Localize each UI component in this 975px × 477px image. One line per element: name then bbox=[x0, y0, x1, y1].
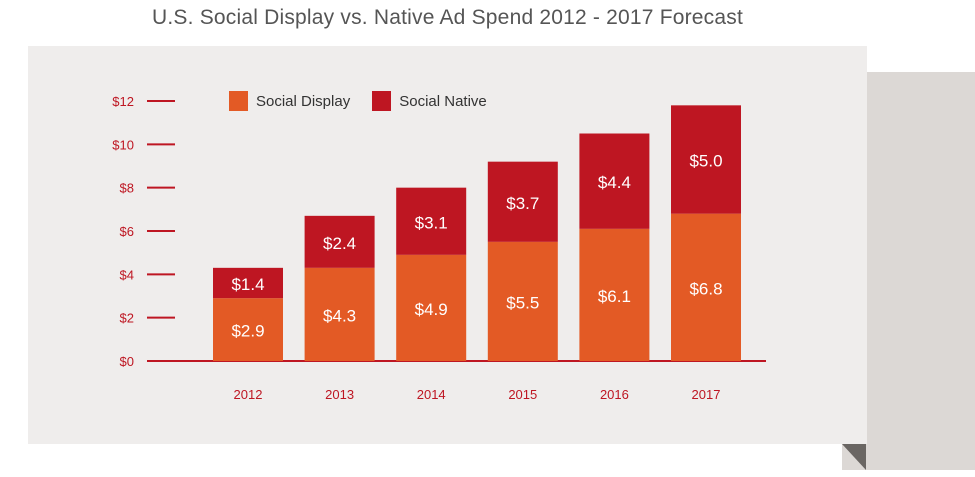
y-tick-label: $0 bbox=[120, 354, 134, 369]
chart-legend: Social Display Social Native bbox=[229, 91, 509, 111]
data-label: $5.5 bbox=[506, 293, 539, 312]
x-tick-label: 2017 bbox=[692, 387, 721, 402]
legend-label-social-display: Social Display bbox=[256, 92, 351, 110]
x-tick-label: 2016 bbox=[600, 387, 629, 402]
data-label: $4.9 bbox=[415, 300, 448, 319]
data-label: $3.7 bbox=[506, 194, 539, 213]
y-tick-label: $4 bbox=[120, 267, 134, 282]
legend-item-social-display: Social Display bbox=[229, 91, 350, 111]
data-label: $4.3 bbox=[323, 306, 356, 325]
bar-social-native-2014 bbox=[396, 187, 467, 255]
data-label: $2.4 bbox=[323, 234, 356, 253]
x-tick-label: 2014 bbox=[417, 387, 446, 402]
bar-social-display-2012 bbox=[213, 298, 283, 361]
legend-label-social-native: Social Native bbox=[399, 92, 487, 110]
data-label: $4.4 bbox=[598, 173, 631, 192]
y-tick-label: $6 bbox=[120, 224, 134, 239]
data-label: $2.9 bbox=[231, 322, 264, 341]
bar-social-native-2017 bbox=[671, 105, 741, 214]
data-label: $6.1 bbox=[598, 287, 631, 306]
ribbon-fold bbox=[842, 444, 866, 470]
bar-social-native-2013 bbox=[304, 215, 375, 268]
x-tick-label: 2013 bbox=[325, 387, 354, 402]
data-label: $6.8 bbox=[689, 279, 722, 298]
y-tick-label: $8 bbox=[120, 181, 134, 196]
legend-swatch-social-native bbox=[372, 91, 392, 111]
bar-social-display-2014 bbox=[396, 254, 467, 361]
legend-item-social-native: Social Native bbox=[372, 91, 487, 111]
data-label: $3.1 bbox=[415, 213, 448, 232]
data-label: $5.0 bbox=[689, 152, 722, 171]
bar-social-display-2013 bbox=[304, 267, 375, 361]
legend-swatch-social-display bbox=[229, 91, 248, 111]
x-tick-label: 2012 bbox=[234, 387, 263, 402]
bar-social-display-2015 bbox=[487, 241, 558, 361]
y-tick-label: $12 bbox=[112, 94, 134, 109]
bar-social-native-2016 bbox=[579, 133, 650, 229]
y-tick-label: $2 bbox=[120, 311, 134, 326]
y-tick-label: $10 bbox=[112, 137, 134, 152]
data-label: $1.4 bbox=[231, 275, 264, 294]
bar-social-display-2016 bbox=[579, 228, 650, 361]
bar-social-display-2017 bbox=[671, 213, 741, 361]
x-tick-label: 2015 bbox=[508, 387, 537, 402]
bar-social-native-2012 bbox=[213, 267, 283, 299]
bar-social-native-2015 bbox=[487, 161, 558, 242]
chart-title: U.S. Social Display vs. Native Ad Spend … bbox=[152, 6, 743, 29]
